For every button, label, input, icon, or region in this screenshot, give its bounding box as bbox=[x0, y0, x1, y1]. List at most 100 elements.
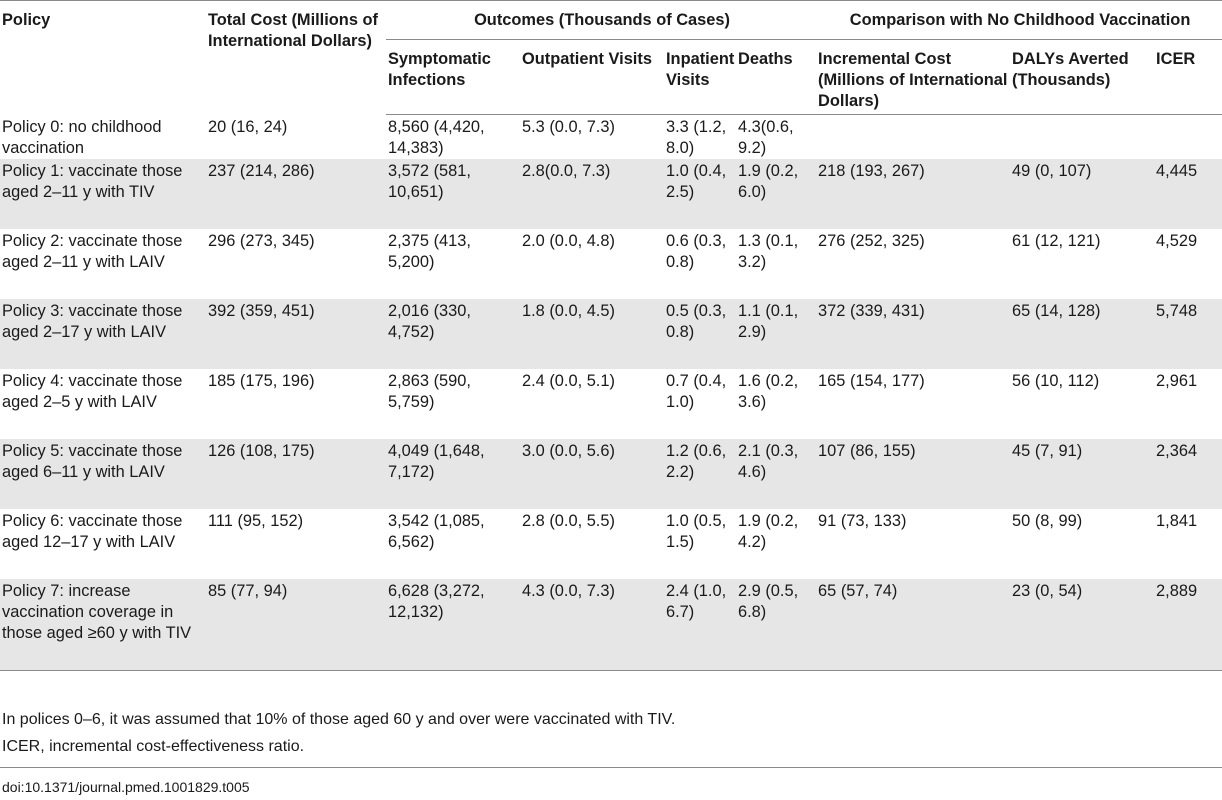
cell-inpatient: 0.7 (0.4, 1.0) bbox=[666, 372, 727, 411]
cell-total-cost: 237 (214, 286) bbox=[206, 159, 386, 229]
cell-dalys: 56 (10, 112) bbox=[1012, 372, 1100, 390]
cell-dalys: 50 (8, 99) bbox=[1012, 512, 1083, 530]
cell-total-cost: 185 (175, 196) bbox=[208, 372, 315, 390]
cell-inpatient: 1.0 (0.4, 2.5) bbox=[664, 159, 736, 229]
cell-outpatient: 4.3 (0.0, 7.3) bbox=[520, 579, 664, 671]
cell-deaths: 1.1 (0.1, 2.9) bbox=[736, 299, 817, 369]
cell-total-cost: 20 (16, 24) bbox=[208, 117, 288, 136]
cell-policy: Policy 0: no childhood vaccination bbox=[2, 117, 162, 157]
cell-dalys: 49 (0, 107) bbox=[1010, 159, 1155, 229]
cell-outpatient: 1.8 (0.0, 4.5) bbox=[520, 299, 664, 369]
footnote-assumption: In polices 0–6, it was assumed that 10% … bbox=[2, 711, 676, 728]
header-row-columns: Symptomatic Infections Outpatient Visits… bbox=[0, 39, 1222, 115]
cell-dalys: 61 (12, 121) bbox=[1012, 232, 1101, 250]
cell-dalys: 23 (0, 54) bbox=[1010, 579, 1155, 671]
table-row: Policy 5: vaccinate those aged 6–11 y wi… bbox=[0, 439, 1222, 509]
cell-deaths: 1.9 (0.2, 4.2) bbox=[738, 512, 799, 551]
cell-total-cost: 296 (273, 345) bbox=[208, 232, 315, 250]
header-comparison-group: Comparison with No Childhood Vaccination bbox=[816, 0, 1222, 40]
cell-icer: 4,445 bbox=[1154, 159, 1222, 229]
cell-deaths: 1.6 (0.2, 3.6) bbox=[738, 372, 799, 411]
cell-incremental-cost: 218 (193, 267) bbox=[816, 159, 1011, 229]
footnote-icer-definition: ICER, incremental cost-effectiveness rat… bbox=[2, 738, 305, 755]
table-row: Policy 3: vaccinate those aged 2–17 y wi… bbox=[0, 299, 1222, 369]
cell-icer: 5,748 bbox=[1154, 299, 1222, 369]
cell-policy: Policy 3: vaccinate those aged 2–17 y wi… bbox=[0, 299, 206, 369]
cell-policy: Policy 5: vaccinate those aged 6–11 y wi… bbox=[0, 439, 206, 509]
cell-policy: Policy 7: increase vaccination coverage … bbox=[0, 579, 206, 671]
cell-inpatient: 2.4 (1.0, 6.7) bbox=[664, 579, 736, 671]
cell-deaths: 1.3 (0.1, 3.2) bbox=[738, 232, 799, 271]
cell-total-cost: 126 (108, 175) bbox=[206, 439, 386, 509]
header-outcomes-group: Outcomes (Thousands of Cases) bbox=[386, 0, 817, 40]
cell-outpatient: 2.0 (0.0, 4.8) bbox=[522, 232, 615, 250]
cell-dalys: 65 (14, 128) bbox=[1010, 299, 1155, 369]
cell-symptomatic: 8,560 (4,420, 14,383) bbox=[388, 118, 485, 157]
cell-icer: 1,841 bbox=[1156, 512, 1198, 530]
cell-symptomatic: 6,628 (3,272, 12,132) bbox=[386, 579, 520, 671]
cell-inpatient: 0.5 (0.3, 0.8) bbox=[664, 299, 736, 369]
cell-policy: Policy 4: vaccinate those aged 2–5 y wit… bbox=[2, 372, 183, 411]
header-row-groups: Policy Total Cost (Millions of Internati… bbox=[0, 0, 1222, 115]
cell-icer: 4,529 bbox=[1156, 232, 1198, 250]
cell-incremental-cost: 65 (57, 74) bbox=[816, 579, 1011, 671]
cell-deaths: 2.1 (0.3, 4.6) bbox=[736, 439, 817, 509]
cell-incremental-cost: 91 (73, 133) bbox=[818, 512, 907, 530]
header-incremental-cost: Incremental Cost (Millions of Internatio… bbox=[816, 39, 1011, 115]
cell-incremental-cost: 372 (339, 431) bbox=[816, 299, 1011, 369]
cell-icer bbox=[1154, 115, 1222, 160]
cell-symptomatic: 4,049 (1,648, 7,172) bbox=[386, 439, 520, 509]
cell-inpatient: 1.0 (0.5, 1.5) bbox=[666, 512, 727, 551]
results-table: Policy Total Cost (Millions of Internati… bbox=[0, 0, 1222, 671]
cell-inpatient: 0.6 (0.3, 0.8) bbox=[666, 232, 727, 271]
table-row: Policy 0: no childhood vaccination 20 (1… bbox=[0, 115, 1222, 160]
cell-deaths: 4.3(0.6, 9.2) bbox=[738, 118, 794, 157]
table-row: Policy 2: vaccinate those aged 2–11 y wi… bbox=[0, 229, 1222, 299]
header-total-cost: Total Cost (Millions of International Do… bbox=[206, 0, 386, 115]
cell-dalys: 45 (7, 91) bbox=[1010, 439, 1155, 509]
cell-symptomatic: 3,572 (581, 10,651) bbox=[386, 159, 520, 229]
header-deaths: Deaths bbox=[736, 39, 817, 115]
cell-policy: Policy 6: vaccinate those aged 12–17 y w… bbox=[2, 512, 183, 551]
cell-total-cost: 392 (359, 451) bbox=[206, 299, 386, 369]
cell-deaths: 1.9 (0.2, 6.0) bbox=[736, 159, 817, 229]
cell-policy: Policy 2: vaccinate those aged 2–11 y wi… bbox=[2, 232, 183, 271]
cell-dalys bbox=[1010, 115, 1154, 160]
table-row: Policy 4: vaccinate those aged 2–5 y wit… bbox=[0, 369, 1222, 439]
cell-outpatient: 3.0 (0.0, 5.6) bbox=[520, 439, 664, 509]
table-body: Policy 0: no childhood vaccination 20 (1… bbox=[0, 115, 1222, 671]
cell-outpatient: 2.4 (0.0, 5.1) bbox=[522, 372, 615, 390]
cell-incremental-cost: 276 (252, 325) bbox=[818, 232, 925, 250]
header-outpatient: Outpatient Visits bbox=[520, 39, 664, 115]
cell-icer: 2,889 bbox=[1154, 579, 1222, 671]
cell-symptomatic: 2,016 (330, 4,752) bbox=[386, 299, 520, 369]
cell-outpatient: 2.8(0.0, 7.3) bbox=[520, 159, 664, 229]
table-row: Policy 6: vaccinate those aged 12–17 y w… bbox=[0, 509, 1222, 579]
cell-policy: Policy 1: vaccinate those aged 2–11 y wi… bbox=[0, 159, 206, 229]
table-row: Policy 7: increase vaccination coverage … bbox=[0, 579, 1222, 671]
cell-icer: 2,364 bbox=[1154, 439, 1222, 509]
cell-deaths: 2.9 (0.5, 6.8) bbox=[736, 579, 817, 671]
table-row: Policy 1: vaccinate those aged 2–11 y wi… bbox=[0, 159, 1222, 229]
cell-icer: 2,961 bbox=[1156, 372, 1198, 390]
cell-incremental-cost: 107 (86, 155) bbox=[816, 439, 1011, 509]
header-symptomatic: Symptomatic Infections bbox=[386, 39, 520, 115]
cell-inpatient: 3.3 (1.2, 8.0) bbox=[666, 118, 727, 157]
cell-outpatient: 2.8 (0.0, 5.5) bbox=[522, 512, 615, 530]
divider bbox=[0, 767, 1222, 768]
header-icer: ICER bbox=[1154, 39, 1222, 115]
cell-incremental-cost bbox=[816, 115, 1010, 160]
cell-outpatient: 5.3 (0.0, 7.3) bbox=[522, 118, 615, 136]
cell-total-cost: 85 (77, 94) bbox=[206, 579, 386, 671]
doi-link[interactable]: doi:10.1371/journal.pmed.1001829.t005 bbox=[2, 779, 250, 795]
cell-inpatient: 1.2 (0.6, 2.2) bbox=[664, 439, 736, 509]
cell-incremental-cost: 165 (154, 177) bbox=[818, 372, 925, 390]
cell-symptomatic: 3,542 (1,085, 6,562) bbox=[388, 512, 485, 551]
cell-symptomatic: 2,863 (590, 5,759) bbox=[388, 372, 471, 411]
header-policy: Policy bbox=[0, 0, 206, 115]
cell-total-cost: 111 (95, 152) bbox=[208, 512, 304, 530]
cell-symptomatic: 2,375 (413, 5,200) bbox=[388, 232, 471, 271]
header-inpatient: Inpatient Visits bbox=[664, 39, 736, 115]
header-dalys: DALYs Averted (Thousands) bbox=[1010, 39, 1155, 115]
